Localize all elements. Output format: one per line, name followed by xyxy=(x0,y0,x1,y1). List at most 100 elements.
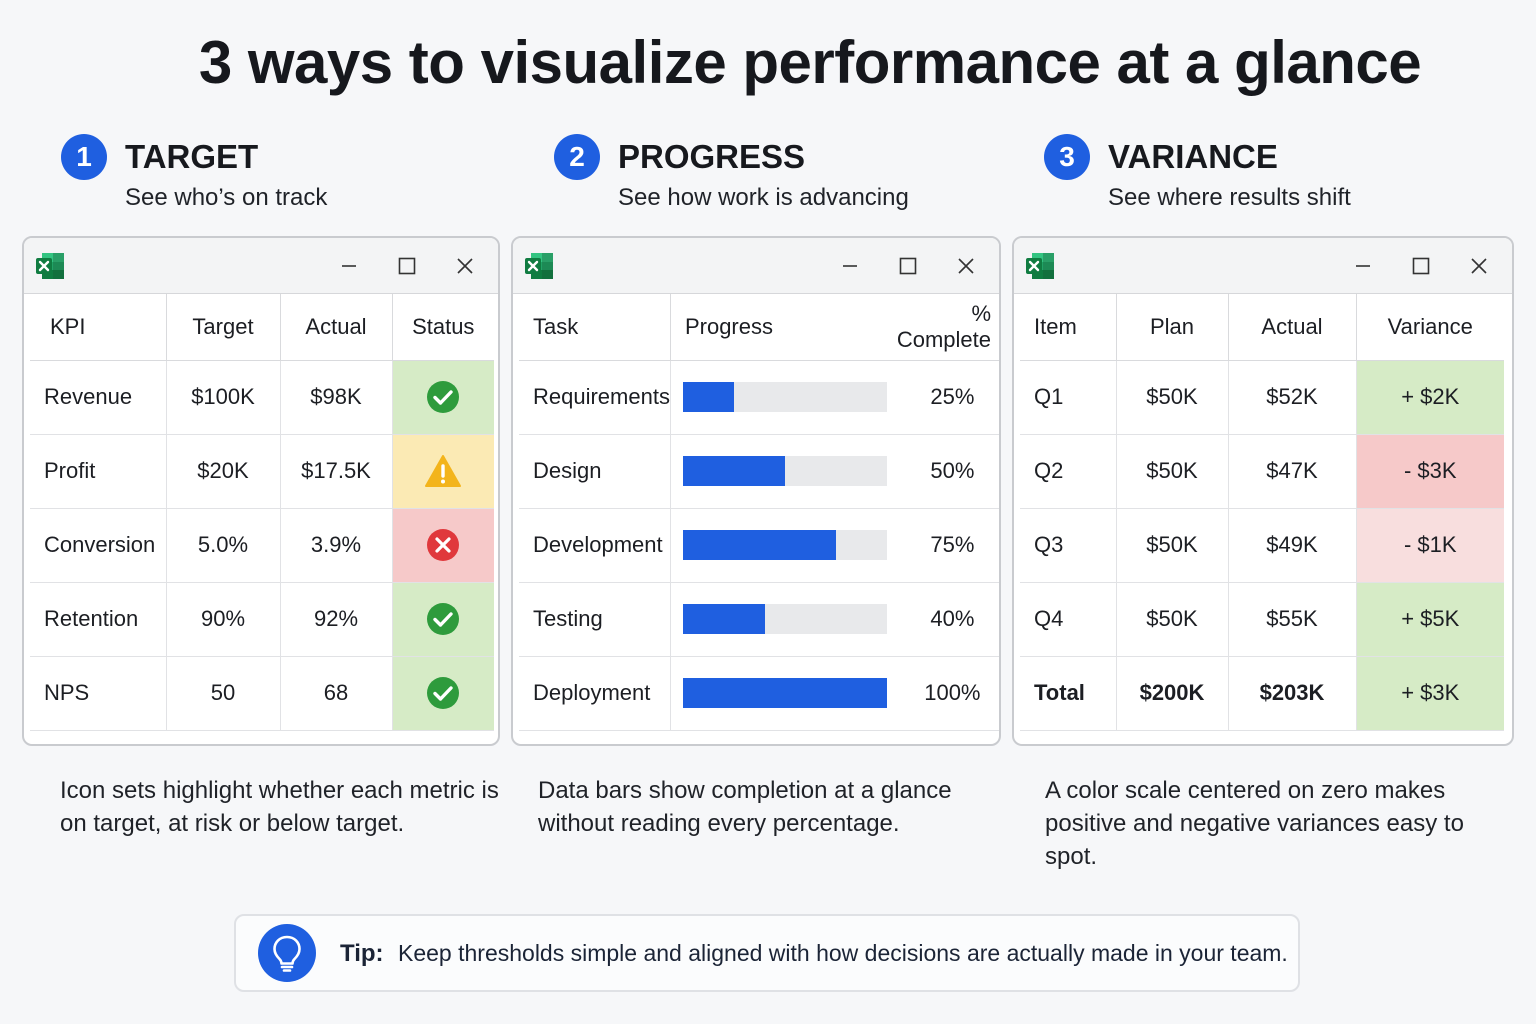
plan-cell[interactable]: $50K xyxy=(1116,582,1229,657)
close-icon[interactable] xyxy=(448,252,482,280)
maximize-icon[interactable] xyxy=(891,252,925,280)
minimize-icon[interactable] xyxy=(833,252,867,280)
item-cell[interactable]: Total xyxy=(1020,656,1117,731)
table-row: Retention 90% 92% xyxy=(30,582,494,657)
percent-cell[interactable]: 40% xyxy=(891,582,999,657)
progress-bar-fill xyxy=(682,456,785,486)
task-cell[interactable]: Design xyxy=(519,434,671,509)
column-header[interactable]: KPI xyxy=(30,294,167,361)
column-header[interactable]: Actual xyxy=(280,294,393,361)
column-header[interactable]: Item xyxy=(1020,294,1117,361)
maximize-icon[interactable] xyxy=(390,252,424,280)
column-header[interactable]: % Complete xyxy=(891,294,999,361)
table-header-row: KPI Target Actual Status xyxy=(30,294,494,361)
status-cell[interactable] xyxy=(392,508,494,583)
tip-label: Tip: xyxy=(340,940,384,967)
kpi-cell[interactable]: Retention xyxy=(30,582,167,657)
kpi-cell[interactable]: Profit xyxy=(30,434,167,509)
column-header[interactable]: Target xyxy=(166,294,281,361)
kpi-cell[interactable]: Conversion xyxy=(30,508,167,583)
table-row: Profit $20K $17.5K xyxy=(30,434,494,509)
actual-cell[interactable]: $52K xyxy=(1228,360,1357,435)
actual-cell[interactable]: 68 xyxy=(280,656,393,731)
actual-cell[interactable]: $47K xyxy=(1228,434,1357,509)
item-cell[interactable]: Q3 xyxy=(1020,508,1117,583)
progress-cell[interactable] xyxy=(670,582,892,657)
kpi-cell[interactable]: NPS xyxy=(30,656,167,731)
progress-cell[interactable] xyxy=(670,656,892,731)
window-titlebar xyxy=(513,238,999,294)
column-header[interactable]: Actual xyxy=(1228,294,1357,361)
table-row: Design 50% xyxy=(519,434,999,509)
target-cell[interactable]: $100K xyxy=(166,360,281,435)
excel-icon xyxy=(36,253,64,279)
excel-window-variance: Item Plan Actual Variance Q1 $50K $52K + $2… xyxy=(1012,236,1514,746)
column-header[interactable]: Task xyxy=(519,294,671,361)
status-cell[interactable] xyxy=(392,360,494,435)
section-number-badge: 3 xyxy=(1044,134,1090,180)
progress-table: Task Progress % Complete Requirements 25%… xyxy=(519,294,999,731)
column-header[interactable]: Status xyxy=(392,294,494,361)
progress-cell[interactable] xyxy=(670,360,892,435)
task-cell[interactable]: Deployment xyxy=(519,656,671,731)
percent-cell[interactable]: 75% xyxy=(891,508,999,583)
actual-cell[interactable]: $17.5K xyxy=(280,434,393,509)
plan-cell[interactable]: $200K xyxy=(1116,656,1229,731)
target-cell[interactable]: 90% xyxy=(166,582,281,657)
item-cell[interactable]: Q1 xyxy=(1020,360,1117,435)
task-cell[interactable]: Development xyxy=(519,508,671,583)
target-cell[interactable]: $20K xyxy=(166,434,281,509)
variance-cell[interactable]: - $1K xyxy=(1356,508,1504,583)
kpi-cell[interactable]: Revenue xyxy=(30,360,167,435)
warning-icon xyxy=(424,455,462,487)
percent-cell[interactable]: 100% xyxy=(891,656,999,731)
close-icon[interactable] xyxy=(949,252,983,280)
actual-cell[interactable]: $49K xyxy=(1228,508,1357,583)
table-row: Development 75% xyxy=(519,508,999,583)
variance-cell[interactable]: + $3K xyxy=(1356,656,1504,731)
variance-cell[interactable]: + $2K xyxy=(1356,360,1504,435)
variance-table: Item Plan Actual Variance Q1 $50K $52K + $2… xyxy=(1020,294,1504,731)
actual-cell[interactable]: $55K xyxy=(1228,582,1357,657)
table-row: Requirements 25% xyxy=(519,360,999,435)
progress-bar-fill xyxy=(682,382,734,412)
plan-cell[interactable]: $50K xyxy=(1116,434,1229,509)
progress-bar-fill xyxy=(682,530,836,560)
progress-cell[interactable] xyxy=(670,508,892,583)
variance-cell[interactable]: + $5K xyxy=(1356,582,1504,657)
section-subtitle: See where results shift xyxy=(1108,184,1351,211)
excel-icon xyxy=(525,253,553,279)
column-header[interactable]: Progress xyxy=(670,294,892,361)
status-cell[interactable] xyxy=(392,434,494,509)
task-cell[interactable]: Testing xyxy=(519,582,671,657)
progress-cell[interactable] xyxy=(670,434,892,509)
actual-cell[interactable]: 3.9% xyxy=(280,508,393,583)
window-titlebar xyxy=(1014,238,1512,294)
actual-cell[interactable]: 92% xyxy=(280,582,393,657)
target-cell[interactable]: 5.0% xyxy=(166,508,281,583)
table-row: NPS 50 68 xyxy=(30,656,494,731)
column-header[interactable]: Plan xyxy=(1116,294,1229,361)
window-titlebar xyxy=(24,238,498,294)
actual-cell[interactable]: $203K xyxy=(1228,656,1357,731)
maximize-icon[interactable] xyxy=(1404,252,1438,280)
tip-box: Tip: Keep thresholds simple and aligned … xyxy=(234,914,1300,992)
plan-cell[interactable]: $50K xyxy=(1116,360,1229,435)
table-total-row: Total $200K $203K + $3K xyxy=(1020,656,1504,731)
status-cell[interactable] xyxy=(392,582,494,657)
status-cell[interactable] xyxy=(392,656,494,731)
percent-cell[interactable]: 50% xyxy=(891,434,999,509)
column-header[interactable]: Variance xyxy=(1356,294,1504,361)
target-cell[interactable]: 50 xyxy=(166,656,281,731)
plan-cell[interactable]: $50K xyxy=(1116,508,1229,583)
minimize-icon[interactable] xyxy=(1346,252,1380,280)
actual-cell[interactable]: $98K xyxy=(280,360,393,435)
minimize-icon[interactable] xyxy=(332,252,366,280)
progress-bar-track xyxy=(682,382,887,412)
item-cell[interactable]: Q4 xyxy=(1020,582,1117,657)
item-cell[interactable]: Q2 xyxy=(1020,434,1117,509)
close-icon[interactable] xyxy=(1462,252,1496,280)
task-cell[interactable]: Requirements xyxy=(519,360,671,435)
variance-cell[interactable]: - $3K xyxy=(1356,434,1504,509)
percent-cell[interactable]: 25% xyxy=(891,360,999,435)
